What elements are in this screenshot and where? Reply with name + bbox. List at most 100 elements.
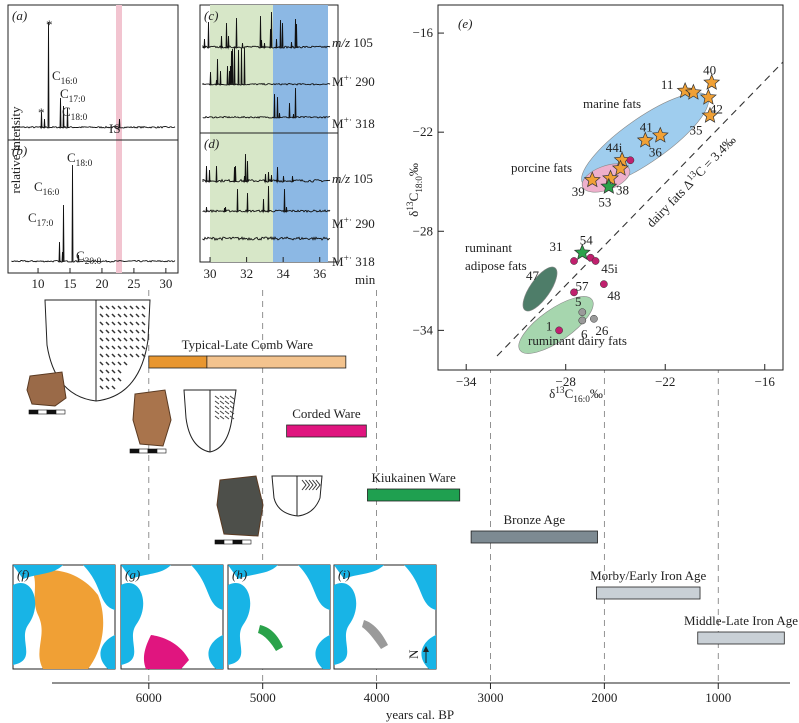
map-panel: (g) — [120, 564, 224, 670]
period-bar — [206, 355, 347, 369]
map-label: (i) — [338, 567, 350, 582]
circle-point — [570, 257, 578, 265]
comb-decoration — [99, 361, 104, 366]
x-tick-label: 30 — [204, 266, 217, 281]
x-tick-label: 34 — [277, 266, 291, 281]
cord-decoration — [219, 415, 225, 420]
trace-label: m/z 105 — [332, 171, 373, 186]
comb-decoration — [117, 345, 122, 350]
comb-decoration — [111, 337, 116, 342]
region-label: ruminant dairy fats — [528, 333, 627, 348]
text-part: C — [52, 68, 61, 83]
x-tick-label: −28 — [556, 374, 576, 389]
star-point — [600, 177, 618, 194]
x-tick-label: 5000 — [250, 690, 276, 705]
comb-decoration — [135, 329, 140, 334]
comb-decoration — [129, 329, 134, 334]
cord-decoration — [229, 395, 235, 400]
ab-frame — [7, 4, 179, 274]
comb-decoration — [129, 345, 134, 350]
comb-decoration — [135, 345, 140, 350]
text-part: M — [332, 216, 344, 231]
comb-decoration — [117, 377, 122, 382]
north-label: N — [406, 649, 421, 659]
star-point — [573, 243, 591, 260]
map-panel: (f) — [12, 564, 116, 670]
period-bar — [367, 488, 461, 502]
text-part: C — [67, 150, 76, 165]
period-label: Bronze Age — [503, 512, 565, 527]
text-part: 16:0 — [573, 395, 590, 405]
text-part: 17:0 — [69, 95, 86, 105]
text-part: C — [62, 104, 71, 119]
comb-decoration — [111, 313, 116, 318]
point-label: 41 — [640, 119, 653, 134]
peak-label: C20:0 — [76, 248, 102, 267]
scale-bar — [156, 448, 167, 454]
text-part: m/z — [332, 35, 350, 50]
comb-decoration — [135, 353, 140, 358]
chromatogram-trace — [202, 11, 331, 50]
star-point — [701, 106, 719, 123]
text-part: 105 — [350, 35, 373, 50]
fat-region — [518, 296, 594, 354]
peak-label: C17:0 — [60, 86, 86, 105]
region-label: porcine fats — [511, 160, 572, 175]
text-part: C — [34, 179, 43, 194]
comb-decoration — [129, 313, 134, 318]
cord-decoration — [229, 405, 235, 410]
comb-decoration — [99, 377, 104, 382]
cord-decoration — [229, 415, 235, 420]
region-label: ruminant — [465, 240, 512, 255]
peak-label: C18:0 — [62, 104, 88, 123]
chromatogram-trace — [202, 185, 331, 214]
x-tick-label: −16 — [755, 374, 776, 389]
circle-point — [570, 288, 578, 297]
star-point — [583, 171, 601, 188]
comb-decoration — [123, 361, 128, 366]
comb-decoration — [105, 369, 110, 374]
x-tick-label: 3000 — [477, 690, 503, 705]
star-point — [684, 83, 702, 100]
cord-decoration — [219, 405, 225, 410]
comb-decoration — [99, 329, 104, 334]
text-part: C — [28, 210, 37, 225]
comb-decoration — [111, 361, 116, 366]
reference-line — [496, 61, 784, 357]
region-label: marine fats — [583, 96, 641, 111]
herringbone — [301, 479, 307, 491]
text-part: M — [332, 254, 344, 269]
panel-label: (b) — [12, 143, 27, 158]
comb-decoration — [123, 321, 128, 326]
comb-decoration — [141, 321, 146, 326]
comb-decoration — [141, 313, 146, 318]
comb-decoration — [117, 329, 122, 334]
comb-decoration — [129, 321, 134, 326]
scale-bar — [138, 448, 149, 454]
circle-point — [626, 156, 635, 165]
comb-decoration — [129, 353, 134, 358]
north-arrow-head — [423, 646, 429, 652]
point-label: 31 — [550, 239, 563, 254]
comb-decoration — [135, 321, 140, 326]
comb-decoration — [111, 353, 116, 358]
period-label: Typical-Late Comb Ware — [182, 337, 314, 352]
herringbone — [308, 479, 314, 491]
trace-label: M+· 318 — [332, 116, 375, 131]
herringbone — [312, 479, 318, 491]
y-tick-label: −34 — [413, 322, 434, 337]
comb-decoration — [117, 369, 122, 374]
cord-decoration — [224, 415, 230, 420]
scale-bar — [46, 409, 57, 415]
text-part: 20:0 — [85, 257, 102, 267]
text-part: C — [76, 248, 85, 263]
star-point — [699, 88, 717, 105]
text-part: ‰ — [590, 386, 603, 401]
text-part: 16:0 — [43, 188, 60, 198]
fat-region — [522, 266, 558, 312]
peak-label: IS — [109, 121, 121, 136]
text-part: 18:0 — [76, 159, 93, 169]
text-part: +· — [344, 216, 352, 226]
circle-point — [578, 316, 587, 325]
cord-decoration — [214, 405, 220, 410]
